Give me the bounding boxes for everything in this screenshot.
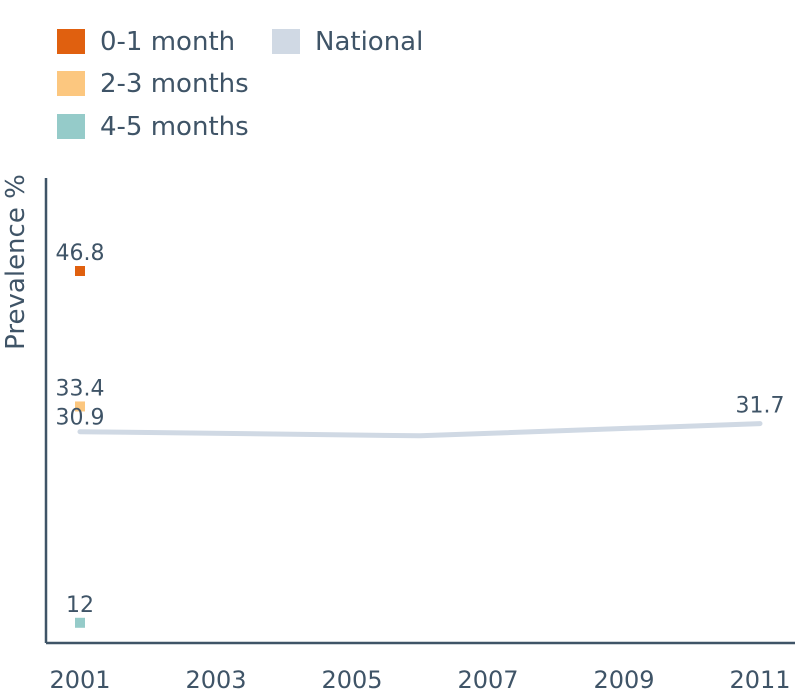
plot-area: 46.8 33.4 12 30.9 31.7 [56, 241, 785, 628]
x-tick-label-2011: 2011 [729, 666, 790, 694]
legend-swatch-2-3-months [57, 71, 85, 96]
x-tick-label-2009: 2009 [593, 666, 654, 694]
data-label-0-1-month-2001: 46.8 [56, 241, 105, 266]
data-point-0-1-month [75, 266, 85, 276]
data-label-national-2001: 30.9 [56, 406, 105, 431]
legend-label-2-3-months: 2-3 months [100, 69, 249, 99]
legend-label-0-1-month: 0-1 month [100, 27, 235, 57]
data-label-4-5-months-2001: 12 [66, 593, 94, 618]
legend-item-4-5-months: 4-5 months [57, 112, 249, 142]
x-tick-label-2007: 2007 [457, 666, 518, 694]
x-tick-label-2001: 2001 [49, 666, 110, 694]
x-tick-label-2005: 2005 [321, 666, 382, 694]
legend-item-2-3-months: 2-3 months [57, 69, 249, 99]
legend-swatch-national [272, 29, 300, 54]
data-label-national-2011: 31.7 [736, 394, 785, 419]
legend-label-4-5-months: 4-5 months [100, 112, 249, 142]
legend: 0-1 month National 2-3 months 4-5 months [57, 27, 423, 142]
legend-swatch-4-5-months [57, 114, 85, 139]
data-point-2-3-months [75, 401, 85, 412]
legend-swatch-0-1-month [57, 29, 85, 54]
legend-item-0-1-month: 0-1 month [57, 27, 235, 57]
data-point-4-5-months [75, 617, 85, 628]
data-label-2-3-months-2001: 33.4 [56, 376, 105, 401]
y-axis-title: Prevalence % [1, 174, 31, 350]
x-tick-labels: 2001 2003 2005 2007 2009 2011 [49, 666, 790, 694]
legend-label-national: National [315, 27, 423, 57]
series-line-national [77, 421, 763, 439]
x-tick-label-2003: 2003 [185, 666, 246, 694]
legend-item-national: National [272, 27, 423, 57]
